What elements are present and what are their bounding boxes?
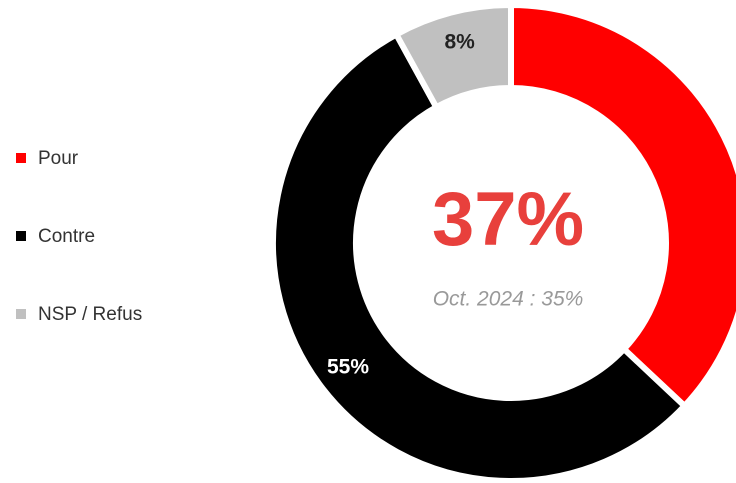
slice-label: 55% [327,356,369,379]
legend-label: NSP / Refus [38,304,142,325]
slice [392,1,514,112]
slice-label: 8% [444,31,475,54]
legend-swatch [16,309,26,319]
center-value: 37% [432,177,584,262]
legend-swatch [16,153,26,163]
center-annotation: Oct. 2024 : 35% [433,288,584,311]
slice [270,30,689,483]
slices [270,1,736,483]
legend-label: Pour [38,148,79,169]
slice [508,1,736,411]
legend-swatch [16,231,26,241]
legend-label: Contre [38,226,95,247]
